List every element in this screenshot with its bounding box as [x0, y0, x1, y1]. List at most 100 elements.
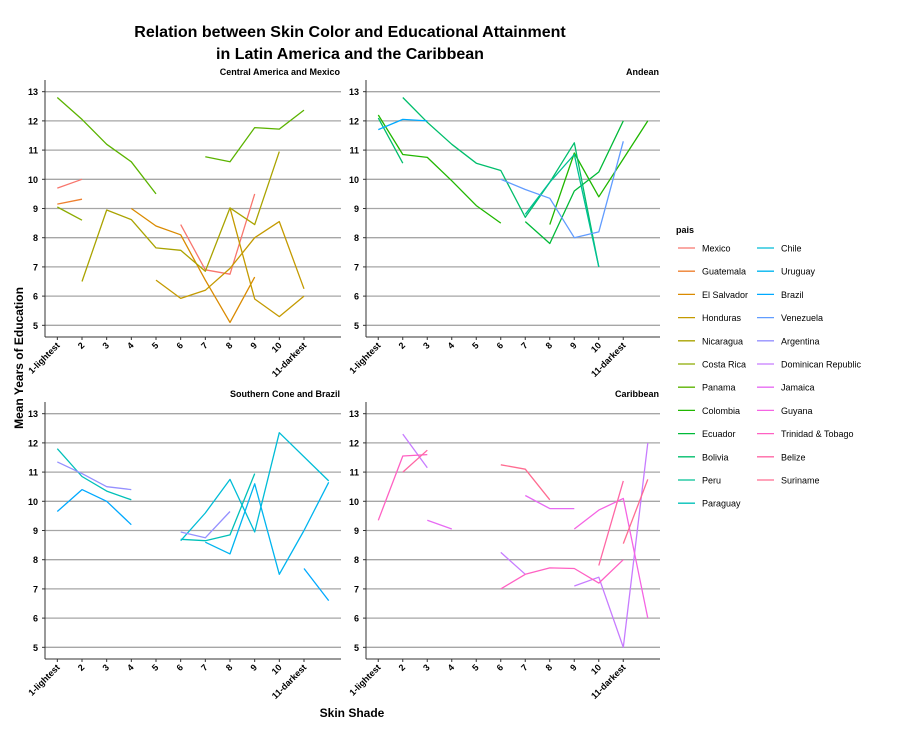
legend-label: Brazil — [781, 290, 804, 300]
panel-title: Central America and Mexico — [220, 67, 341, 77]
chart-title-line-1: Relation between Skin Color and Educatio… — [134, 24, 566, 41]
x-tick-label: 8 — [224, 340, 235, 351]
legend-label: Paraguay — [702, 499, 741, 509]
x-tick-label: 2 — [397, 662, 408, 673]
legend-label: Trinidad & Tobago — [781, 429, 854, 439]
legend-item: Bolivia — [678, 452, 729, 462]
chart-title-line-2: in Latin America and the Caribbean — [216, 46, 484, 63]
series-line — [180, 432, 330, 542]
series-line — [598, 480, 624, 566]
x-axis-title: Skin Shade — [320, 706, 385, 720]
x-tick-label: 3 — [100, 340, 111, 351]
y-tick-label: 13 — [28, 87, 38, 97]
x-tick-label: 2 — [76, 340, 87, 351]
x-tick-label: 5 — [150, 340, 161, 351]
series-line — [303, 568, 330, 601]
legend-item: El Salvador — [678, 290, 748, 300]
series-line — [524, 494, 575, 510]
legend-label: Colombia — [702, 406, 740, 416]
y-axis-title: Mean Years of Education — [12, 287, 26, 429]
legend-item: Belize — [757, 452, 806, 462]
x-tick-label: 9 — [248, 662, 259, 673]
y-tick-label: 13 — [28, 409, 38, 419]
x-tick-label: 1-lightest — [347, 662, 382, 697]
y-tick-label: 12 — [349, 438, 359, 448]
series-line — [180, 193, 256, 275]
y-tick-label: 6 — [354, 292, 359, 302]
legend-item: Colombia — [678, 406, 740, 416]
series-line — [549, 120, 649, 225]
series-line — [377, 114, 502, 224]
series-line — [57, 461, 132, 491]
x-tick-label: 5 — [470, 340, 481, 351]
legend-item: Suriname — [757, 476, 820, 486]
series-line — [155, 220, 305, 300]
x-tick-label: 8 — [544, 340, 555, 351]
x-tick-label: 5 — [150, 662, 161, 673]
series-line — [57, 198, 83, 205]
y-tick-label: 11 — [349, 468, 359, 478]
legend-label: Peru — [702, 476, 721, 486]
y-tick-label: 6 — [354, 614, 359, 624]
x-tick-label: 8 — [224, 662, 235, 673]
y-tick-label: 13 — [349, 87, 359, 97]
legend-item: Dominican Republic — [757, 360, 862, 370]
legend-item: Costa Rica — [678, 360, 746, 370]
legend-label: Costa Rica — [702, 360, 746, 370]
y-tick-label: 5 — [354, 321, 359, 331]
legend-label: Uruguay — [781, 267, 816, 277]
x-tick-label: 7 — [199, 340, 210, 351]
x-tick-label: 7 — [199, 662, 210, 673]
series-line — [573, 497, 649, 619]
legend-item: Trinidad & Tobago — [757, 429, 854, 439]
panel-title: Southern Cone and Brazil — [230, 389, 340, 399]
legend-label: Venezuela — [781, 313, 823, 323]
y-tick-label: 8 — [354, 555, 359, 565]
y-tick-label: 10 — [349, 175, 359, 185]
y-tick-label: 5 — [33, 321, 38, 331]
y-tick-label: 7 — [354, 262, 359, 272]
series-line — [56, 206, 83, 221]
x-tick-label: 9 — [568, 340, 579, 351]
series-line — [81, 151, 280, 282]
series-line — [402, 433, 428, 469]
y-tick-label: 10 — [28, 497, 38, 507]
y-tick-label: 6 — [33, 292, 38, 302]
legend-item: Peru — [678, 476, 721, 486]
legend: pais Mexico Guatemala El Salvador Honduras Ni… — [676, 225, 862, 509]
y-tick-label: 11 — [28, 468, 38, 478]
legend-item: Brazil — [757, 290, 804, 300]
legend-label: Argentina — [781, 336, 820, 346]
series-line — [500, 141, 624, 239]
x-tick-label: 6 — [495, 662, 506, 673]
legend-label: Guyana — [781, 406, 813, 416]
x-tick-label: 1-lightest — [26, 340, 61, 375]
y-tick-label: 11 — [349, 146, 359, 156]
legend-label: Jamaica — [781, 383, 815, 393]
x-tick-label: 4 — [446, 340, 457, 351]
x-tick-label: 8 — [544, 662, 555, 673]
series-line — [56, 97, 157, 195]
series-line — [377, 453, 428, 521]
series-line — [180, 511, 231, 539]
series-line — [574, 442, 649, 648]
series-line — [500, 551, 526, 575]
series-line — [229, 207, 305, 318]
y-tick-label: 10 — [28, 175, 38, 185]
panel-title: Andean — [626, 67, 659, 77]
legend-item: Paraguay — [678, 499, 741, 509]
legend-label: Bolivia — [702, 452, 729, 462]
legend-label: Belize — [781, 452, 806, 462]
x-tick-label: 3 — [100, 662, 111, 673]
y-tick-label: 9 — [354, 204, 359, 214]
series-line — [205, 482, 330, 575]
legend-item: Mexico — [678, 244, 731, 254]
series-line — [402, 449, 428, 473]
y-tick-label: 7 — [33, 584, 38, 594]
series-line — [57, 178, 83, 189]
legend-label: El Salvador — [702, 290, 748, 300]
y-tick-label: 10 — [349, 497, 359, 507]
y-tick-label: 5 — [33, 643, 38, 653]
series-line — [378, 118, 428, 131]
